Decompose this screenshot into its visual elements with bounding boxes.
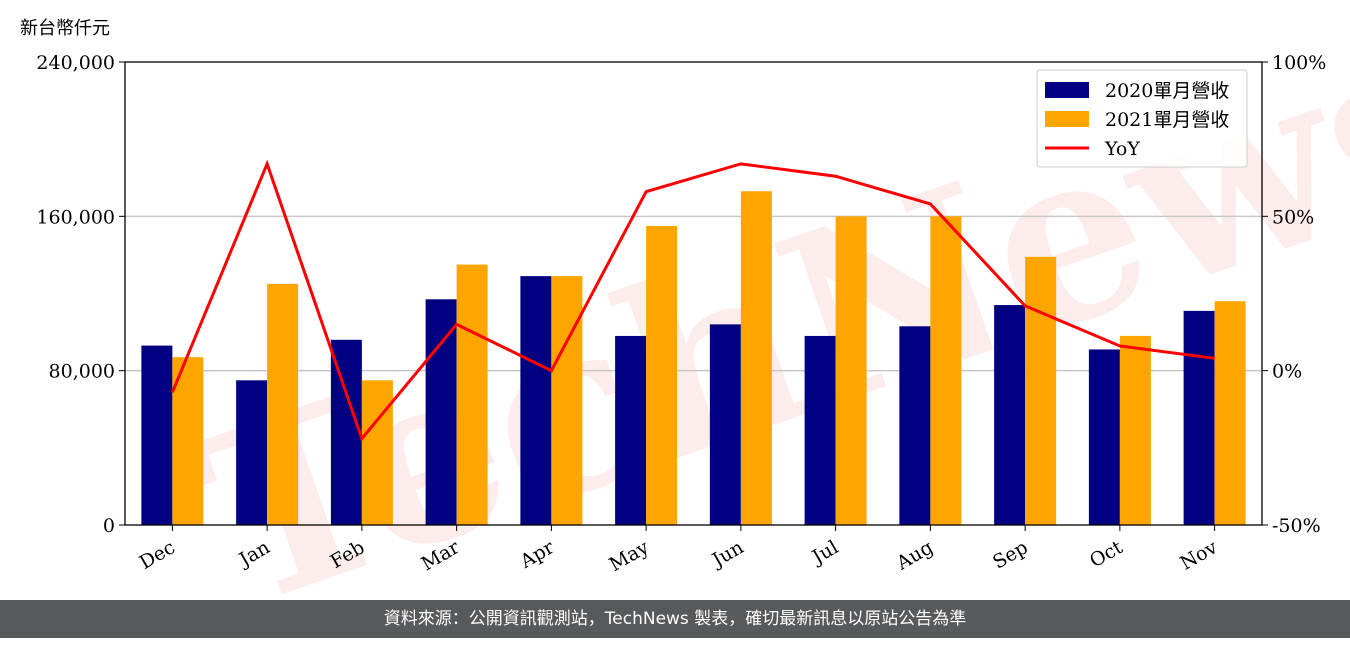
bar-2020 [1183,310,1215,525]
y-left-tick-label: 0 [103,515,115,537]
x-tick-label: Feb [327,536,369,573]
legend-label: 2020單月營收 [1105,80,1229,102]
bar-2020 [141,345,173,525]
x-tick-label: Jun [707,536,748,572]
legend-swatch [1045,82,1089,98]
bar-2020 [994,305,1026,525]
bar-2020 [899,326,931,525]
bar-2020 [709,324,741,525]
x-tick-label: Jul [807,536,842,569]
source-footer: 資料來源：公開資訊觀測站，TechNews 製表，確切最新訊息以原站公告為準 [0,600,1350,638]
y-right-tick-label: 0% [1272,361,1302,383]
y-left-tick-label: 80,000 [49,361,115,383]
bar-2021 [740,191,772,526]
x-tick-label: Oct [1086,536,1127,572]
plot-frame [124,61,1263,526]
y-right-tick-label: -50% [1272,515,1321,537]
x-tick-label: May [606,536,653,576]
bar-2021 [172,357,204,525]
bar-2021 [361,380,393,525]
bar-2021 [930,216,962,526]
bar-2020 [425,299,457,525]
x-tick-label: Aug [892,536,937,575]
y-right-tick-label: 50% [1272,206,1314,228]
bar-2021 [835,216,867,526]
bar-2020 [615,335,647,525]
y-right-tick-label: 100% [1272,52,1326,74]
bar-2020 [330,339,362,525]
x-tick-label: Sep [989,536,1032,573]
x-tick-label: Apr [516,536,559,573]
legend-label: YoY [1104,138,1140,160]
bar-2021 [1025,256,1057,525]
bar-2021 [267,283,299,525]
legend-swatch [1045,111,1089,127]
bar-2020 [804,335,836,525]
bar-2021 [1119,335,1151,525]
yoy-line [170,159,1215,442]
unit-label: 新台幣仟元 [20,18,110,39]
bar-2021 [456,264,488,525]
y-left-tick-label: 160,000 [36,206,115,228]
legend-label: 2021單月營收 [1105,109,1229,131]
bar-2021 [646,225,678,525]
x-tick-label: Mar [418,536,464,575]
bar-2021 [551,276,583,525]
bar-2020 [1088,349,1120,525]
x-tick-label: Jan [234,536,274,572]
revenue-chart: 0 80,000 160,000 240,000 -50% 0% 50% 100% Dec Jan… [36,52,1326,576]
x-tick-label: Dec [136,536,179,574]
y-left-tick-label: 240,000 [36,52,115,74]
bar-2020 [236,380,268,525]
legend-box [1036,69,1248,168]
x-tick-label: Nov [1177,536,1222,575]
bar-2021 [1214,301,1246,525]
bar-2020 [520,276,552,525]
